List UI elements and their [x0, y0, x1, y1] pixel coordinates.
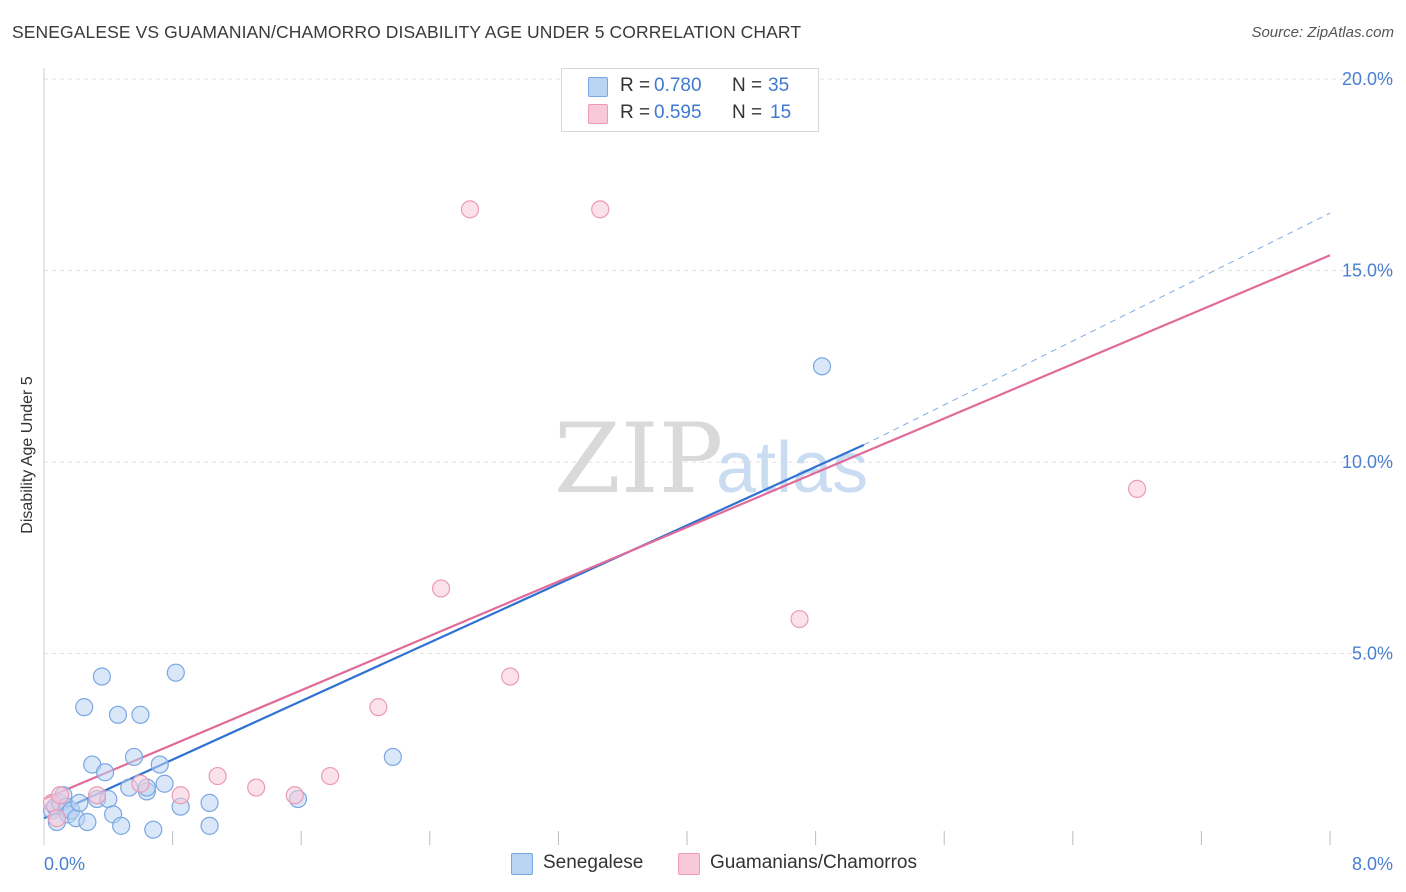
gridlines	[44, 78, 1392, 655]
point-senegalese	[812, 357, 832, 376]
source-label: Source: ZipAtlas.com	[1251, 24, 1394, 41]
bottom-legend-swatch	[678, 853, 700, 875]
point-guamanians	[47, 809, 66, 828]
tick-labels: 5.0% 10.0% 15.0% 20.0% 0.0% 8.0%	[44, 69, 1393, 874]
chart-title: SENEGALESE VS GUAMANIAN/CHAMORRO DISABIL…	[12, 22, 802, 42]
point-guamanians	[131, 774, 150, 793]
bottom-legend-swatch	[511, 853, 533, 875]
point-guamanians	[790, 609, 809, 629]
legend-n-value: 15	[770, 102, 792, 123]
legend-swatch-guamanians	[588, 104, 608, 124]
legend-r-value: 0.780	[654, 75, 702, 96]
legend-n-value: 35	[768, 75, 790, 96]
point-senegalese	[200, 793, 219, 812]
point-guamanians	[247, 778, 266, 797]
y-tick-label: 10.0%	[1342, 452, 1393, 472]
y-axis-label: Disability Age Under 5	[19, 376, 36, 534]
y-tick-label: 20.0%	[1342, 69, 1393, 89]
point-senegalese	[95, 763, 115, 782]
x-tick-label-min: 0.0%	[44, 854, 85, 874]
point-senegalese	[92, 667, 111, 686]
point-senegalese	[131, 705, 150, 724]
watermark-atlas: atlas	[716, 428, 868, 508]
legend-r-label: R =	[620, 75, 651, 96]
point-guamanians	[321, 766, 340, 786]
trend-line-senegalese-extension	[863, 212, 1331, 446]
watermark-zip: ZIP	[554, 403, 723, 515]
point-senegalese	[150, 755, 169, 774]
watermark: ZIP atlas	[554, 403, 868, 515]
point-senegalese	[166, 663, 185, 682]
axes	[43, 68, 1331, 845]
point-guamanians	[501, 667, 520, 686]
point-senegalese	[383, 747, 402, 767]
legend-r-value: 0.595	[654, 102, 702, 123]
point-senegalese	[112, 816, 131, 835]
legend-n-label: N =	[732, 102, 763, 123]
legend-n-label: N =	[732, 75, 763, 96]
y-tick-label: 15.0%	[1342, 261, 1393, 281]
point-guamanians	[460, 200, 480, 219]
trend-line-guamanians	[43, 254, 1331, 801]
trend-line-senegalese	[43, 443, 865, 820]
point-guamanians	[285, 786, 304, 805]
point-guamanians	[50, 786, 70, 805]
legend-r-label: R =	[620, 102, 651, 123]
point-senegalese	[108, 705, 128, 724]
point-senegalese	[70, 793, 89, 812]
data-points	[42, 200, 1147, 839]
point-guamanians	[431, 579, 451, 598]
stats-legend: R = 0.780 N = 35 R = 0.595 N = 15	[561, 68, 819, 132]
point-senegalese	[144, 820, 163, 839]
point-guamanians	[171, 786, 190, 805]
x-tick-label-max: 8.0%	[1352, 854, 1393, 874]
point-guamanians	[87, 786, 107, 805]
bottom-legend-label: Senegalese	[543, 852, 644, 873]
point-senegalese	[155, 774, 174, 793]
legend-swatch-senegalese	[588, 77, 608, 97]
point-guamanians	[369, 698, 388, 717]
bottom-legend-label: Guamanians/Chamorros	[710, 852, 917, 873]
point-senegalese	[124, 747, 144, 767]
point-guamanians	[591, 200, 610, 219]
y-tick-label: 5.0%	[1352, 644, 1393, 664]
point-guamanians	[1127, 479, 1147, 498]
point-guamanians	[208, 766, 227, 786]
point-senegalese	[75, 698, 94, 717]
trend-lines	[43, 212, 1331, 820]
point-senegalese	[78, 812, 97, 832]
point-senegalese	[200, 816, 219, 835]
